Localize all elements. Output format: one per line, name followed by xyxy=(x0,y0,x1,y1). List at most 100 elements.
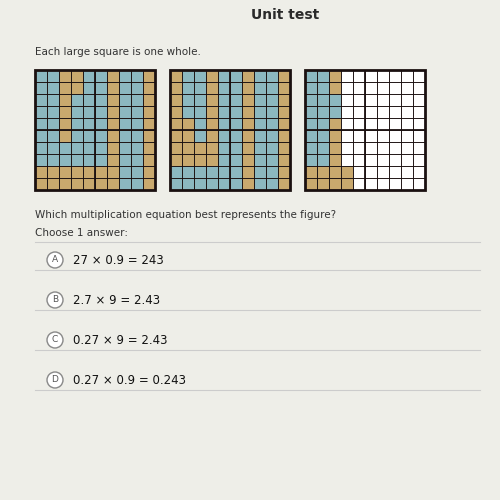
Bar xyxy=(242,82,254,94)
Bar xyxy=(170,82,182,94)
Text: D: D xyxy=(52,376,59,384)
Bar xyxy=(329,118,341,130)
Bar xyxy=(341,154,353,166)
Bar xyxy=(218,142,230,154)
Bar xyxy=(254,178,266,190)
Bar xyxy=(59,70,71,82)
Bar xyxy=(329,70,341,82)
Bar xyxy=(230,70,242,82)
Bar xyxy=(47,106,59,118)
Bar xyxy=(194,142,206,154)
Bar xyxy=(71,154,83,166)
Bar xyxy=(365,130,377,142)
Bar xyxy=(305,154,317,166)
Bar xyxy=(377,70,389,82)
Bar xyxy=(218,118,230,130)
Bar xyxy=(254,130,266,142)
Bar xyxy=(305,142,317,154)
Bar xyxy=(59,154,71,166)
Bar xyxy=(35,118,47,130)
Bar xyxy=(194,106,206,118)
Bar xyxy=(401,70,413,82)
Bar xyxy=(170,70,182,82)
Bar xyxy=(278,82,290,94)
Bar xyxy=(107,142,119,154)
Bar xyxy=(59,94,71,106)
Bar xyxy=(143,118,155,130)
Bar xyxy=(242,166,254,178)
Bar xyxy=(182,142,194,154)
Bar xyxy=(170,130,182,142)
Bar xyxy=(47,130,59,142)
Bar xyxy=(278,118,290,130)
Text: 0.27 × 0.9 = 0.243: 0.27 × 0.9 = 0.243 xyxy=(73,374,186,386)
Bar xyxy=(230,154,242,166)
Bar xyxy=(389,70,401,82)
Bar xyxy=(317,178,329,190)
Bar xyxy=(143,82,155,94)
Bar xyxy=(206,166,218,178)
Bar xyxy=(389,142,401,154)
Bar xyxy=(278,142,290,154)
Bar xyxy=(218,106,230,118)
Bar xyxy=(47,166,59,178)
Bar xyxy=(341,142,353,154)
Bar xyxy=(401,154,413,166)
Bar xyxy=(131,142,143,154)
Bar xyxy=(413,130,425,142)
Bar xyxy=(218,130,230,142)
Bar xyxy=(305,94,317,106)
Bar xyxy=(305,70,425,190)
Bar xyxy=(143,130,155,142)
Bar xyxy=(119,178,131,190)
Bar xyxy=(377,106,389,118)
Bar xyxy=(389,130,401,142)
Bar xyxy=(59,142,71,154)
Bar xyxy=(47,94,59,106)
Bar xyxy=(59,82,71,94)
Text: Choose 1 answer:: Choose 1 answer: xyxy=(35,228,128,238)
Bar xyxy=(401,130,413,142)
Bar xyxy=(413,178,425,190)
Bar xyxy=(389,118,401,130)
Bar xyxy=(329,130,341,142)
Bar xyxy=(230,166,242,178)
Bar xyxy=(341,70,353,82)
Bar xyxy=(47,70,59,82)
Bar xyxy=(413,154,425,166)
Bar xyxy=(83,166,95,178)
Bar xyxy=(194,118,206,130)
Bar xyxy=(182,178,194,190)
Bar xyxy=(35,178,47,190)
Bar xyxy=(35,142,47,154)
Bar xyxy=(377,118,389,130)
Bar xyxy=(83,94,95,106)
Bar xyxy=(242,142,254,154)
Bar xyxy=(278,70,290,82)
Bar xyxy=(194,130,206,142)
Bar xyxy=(119,166,131,178)
Bar xyxy=(95,142,107,154)
Bar xyxy=(254,118,266,130)
Bar xyxy=(206,82,218,94)
Bar xyxy=(353,106,365,118)
Bar xyxy=(278,130,290,142)
Bar xyxy=(377,130,389,142)
Bar xyxy=(413,70,425,82)
Bar xyxy=(242,94,254,106)
Bar xyxy=(71,94,83,106)
Bar xyxy=(170,142,182,154)
Bar xyxy=(329,142,341,154)
Bar xyxy=(329,94,341,106)
Bar xyxy=(119,130,131,142)
Bar xyxy=(47,118,59,130)
Bar xyxy=(170,154,182,166)
Bar xyxy=(266,70,278,82)
Bar xyxy=(305,166,317,178)
Bar xyxy=(341,118,353,130)
Bar xyxy=(242,154,254,166)
Bar xyxy=(182,166,194,178)
Bar xyxy=(242,106,254,118)
Bar xyxy=(206,94,218,106)
Bar xyxy=(182,154,194,166)
